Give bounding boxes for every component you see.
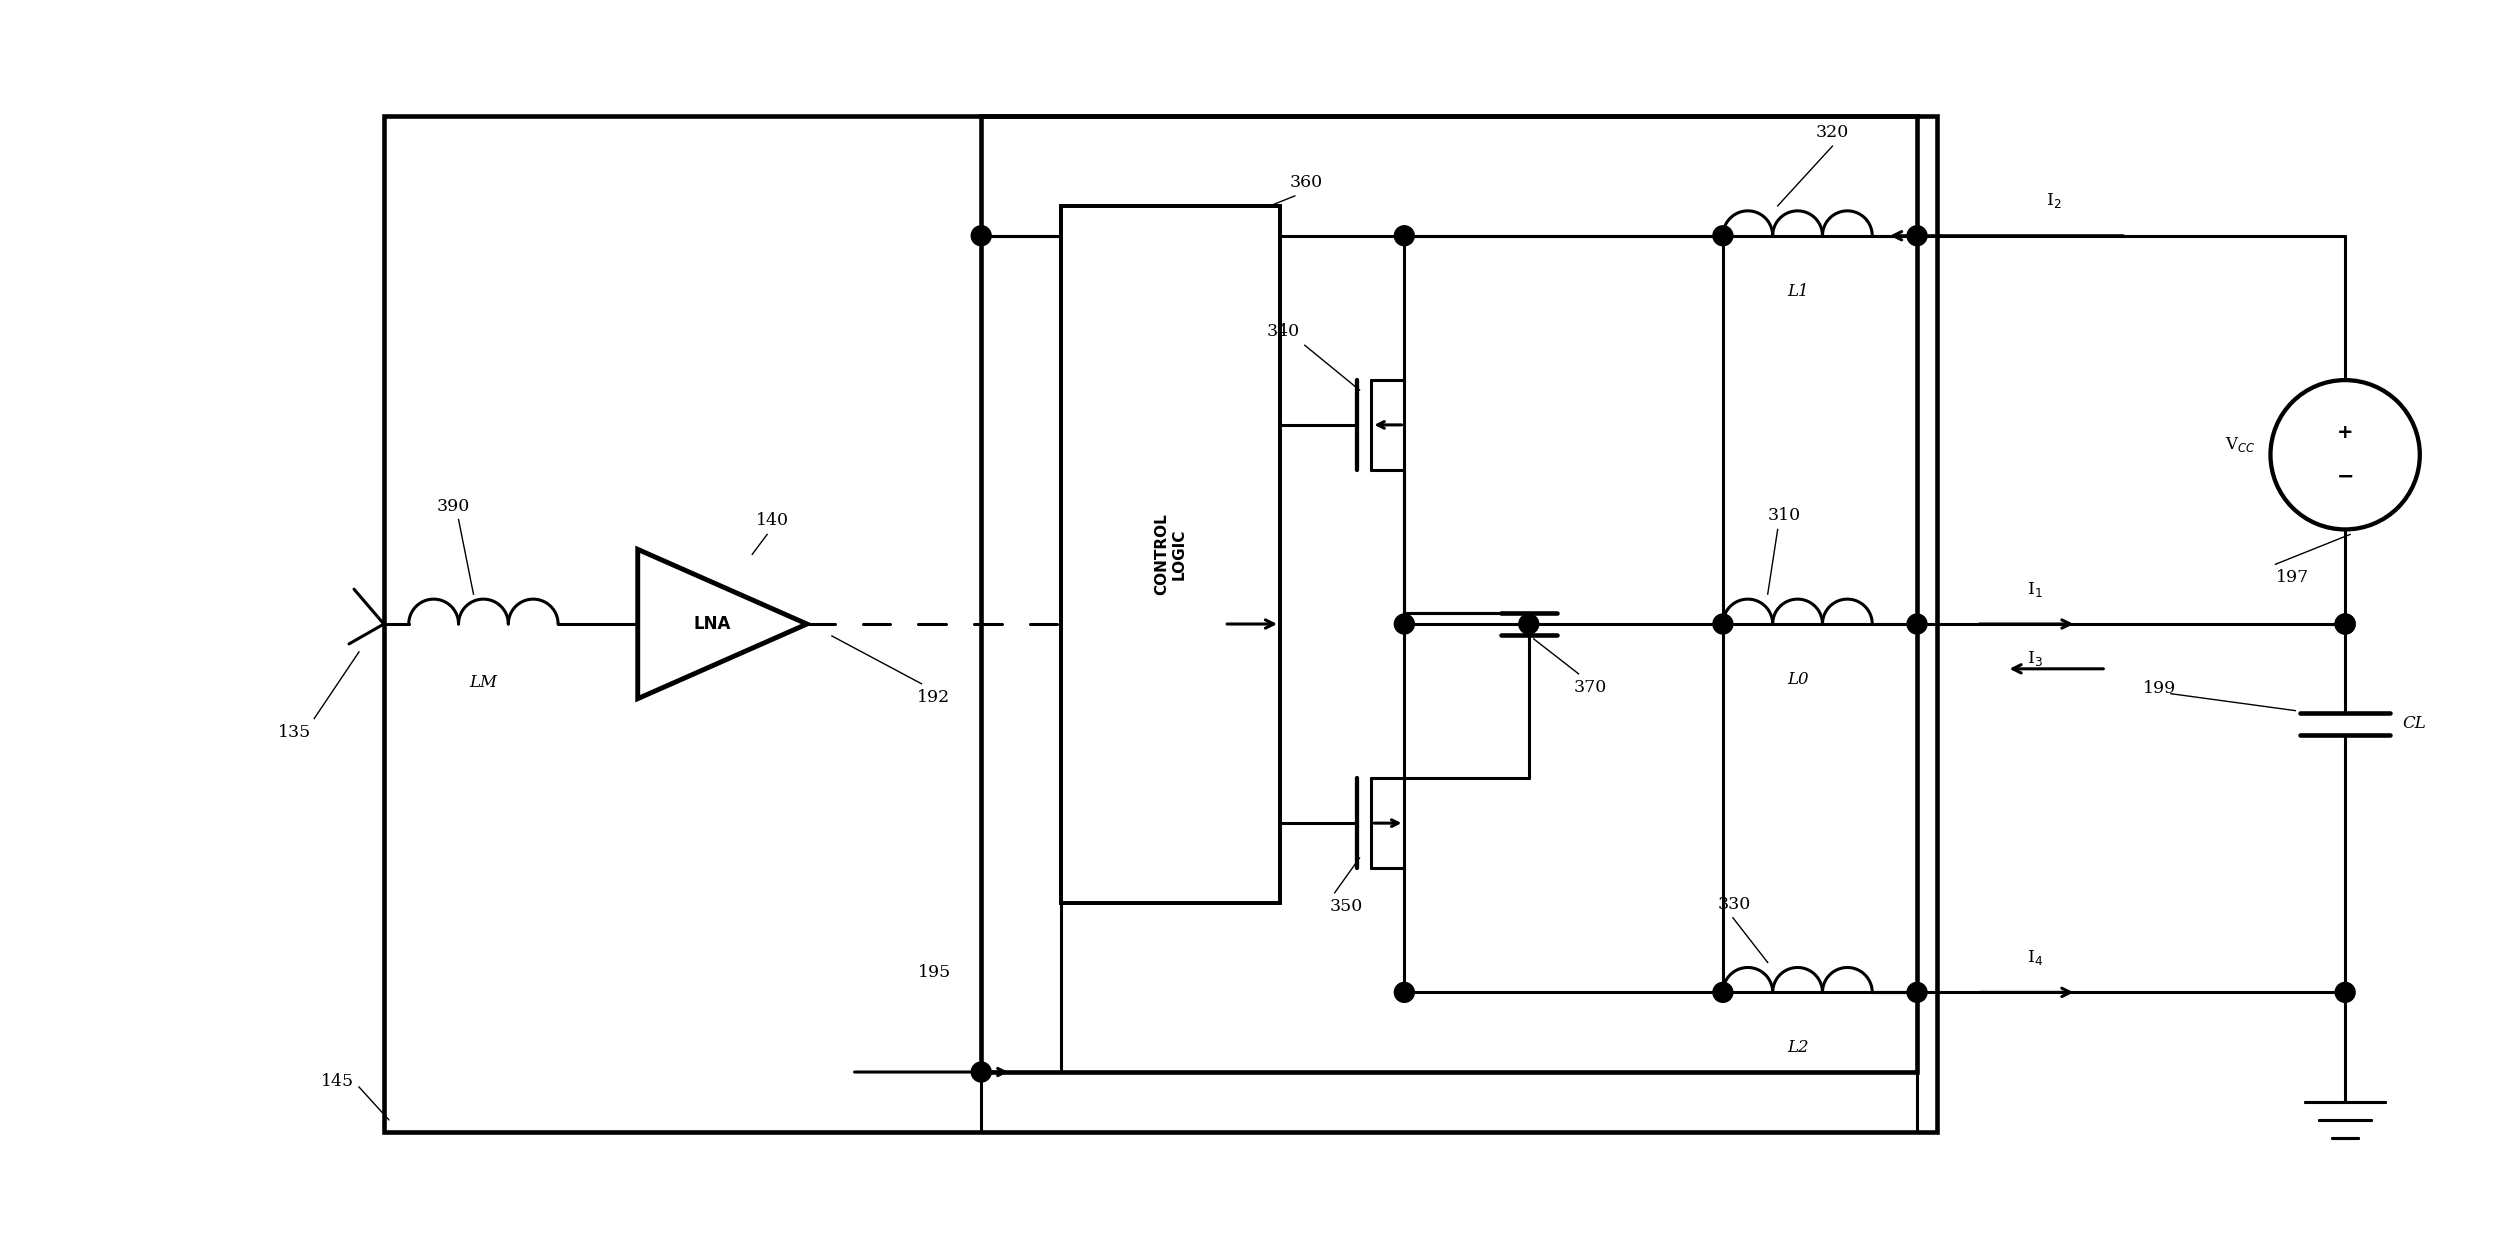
Text: 197: 197 <box>2275 569 2308 587</box>
Text: +: + <box>2338 424 2353 443</box>
Text: 145: 145 <box>321 1073 353 1091</box>
Text: LNA: LNA <box>694 614 732 633</box>
Text: V$_{CC}$: V$_{CC}$ <box>2225 435 2255 454</box>
Text: 360: 360 <box>1291 174 1323 191</box>
Circle shape <box>2336 614 2356 635</box>
Bar <box>982 117 1917 1072</box>
Text: I$_1$: I$_1$ <box>2027 579 2042 598</box>
Circle shape <box>972 226 992 246</box>
Text: CL: CL <box>2401 715 2426 732</box>
Text: 195: 195 <box>917 964 952 981</box>
Circle shape <box>1907 226 1927 246</box>
Text: 340: 340 <box>1266 324 1301 340</box>
Text: 199: 199 <box>2143 680 2175 697</box>
Text: 330: 330 <box>1719 895 1752 913</box>
Text: L1: L1 <box>1787 282 1809 300</box>
Circle shape <box>2336 982 2356 1002</box>
Circle shape <box>1393 226 1413 246</box>
Text: 135: 135 <box>278 724 311 741</box>
Text: I$_2$: I$_2$ <box>2047 192 2062 211</box>
Circle shape <box>1907 982 1927 1002</box>
Text: CONTROL
LOGIC: CONTROL LOGIC <box>1155 513 1185 596</box>
Text: 320: 320 <box>1817 124 1849 142</box>
Circle shape <box>1393 614 1413 635</box>
Text: 192: 192 <box>917 688 950 706</box>
Text: 350: 350 <box>1331 898 1363 915</box>
Bar <box>1060 206 1281 903</box>
Text: −: − <box>2336 466 2353 487</box>
Text: LM: LM <box>469 673 496 691</box>
Circle shape <box>1519 614 1539 635</box>
Circle shape <box>1393 982 1413 1002</box>
Text: L2: L2 <box>1787 1040 1809 1056</box>
Circle shape <box>1714 982 1732 1002</box>
Circle shape <box>972 1062 992 1082</box>
Circle shape <box>2336 614 2356 635</box>
Text: I$_3$: I$_3$ <box>2027 650 2042 668</box>
Text: 310: 310 <box>1767 508 1802 524</box>
Text: I$_4$: I$_4$ <box>2027 948 2042 967</box>
Text: 370: 370 <box>1574 678 1606 696</box>
Circle shape <box>1714 614 1732 635</box>
Text: L0: L0 <box>1787 671 1809 687</box>
Text: 390: 390 <box>436 498 471 514</box>
Circle shape <box>1714 226 1732 246</box>
Bar <box>383 117 1937 1132</box>
Circle shape <box>1907 614 1927 635</box>
Text: 140: 140 <box>757 513 789 529</box>
